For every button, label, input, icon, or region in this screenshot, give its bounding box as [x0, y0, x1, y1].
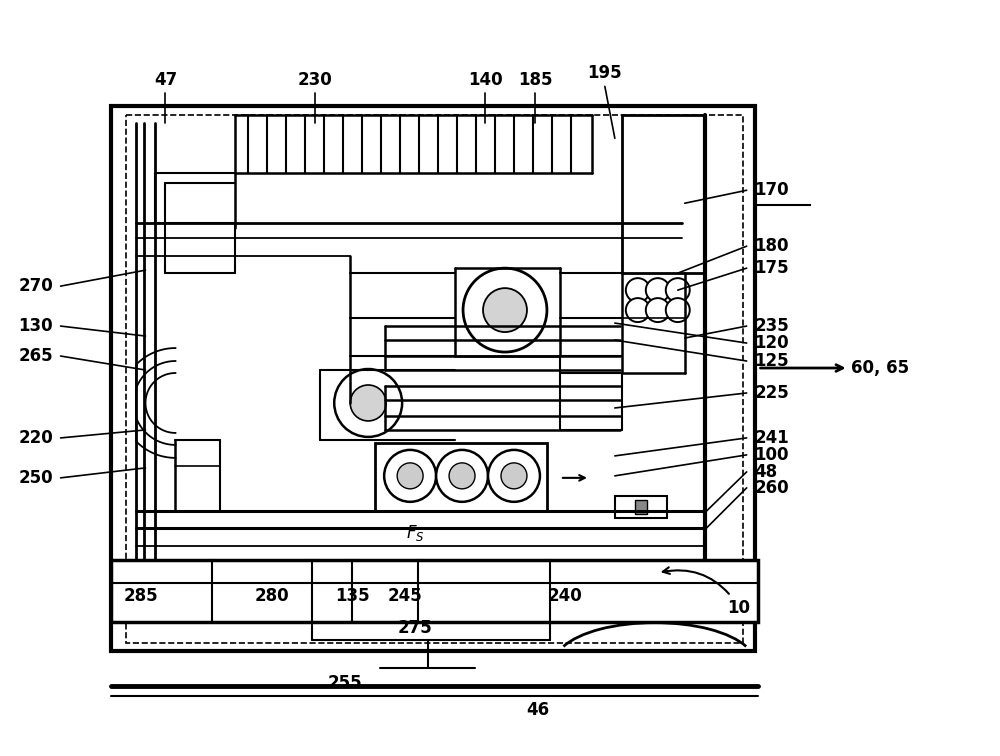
Text: 125: 125: [755, 352, 789, 370]
Text: $F_S$: $F_S$: [406, 523, 424, 543]
Text: 100: 100: [755, 446, 789, 464]
Text: 10: 10: [663, 567, 751, 617]
Circle shape: [626, 298, 650, 322]
Text: 240: 240: [548, 587, 582, 605]
Circle shape: [488, 450, 540, 502]
Text: 195: 195: [588, 64, 622, 82]
Text: 47: 47: [154, 71, 177, 89]
Circle shape: [483, 288, 527, 332]
Text: 130: 130: [19, 317, 53, 335]
Bar: [111, 107, 755, 651]
Bar: [635, 500, 647, 514]
Circle shape: [449, 463, 475, 489]
Text: 255: 255: [328, 674, 363, 692]
Text: 60, 65: 60, 65: [760, 359, 909, 377]
Text: 175: 175: [755, 259, 789, 277]
Circle shape: [436, 450, 488, 502]
Bar: [111, 559, 758, 621]
Text: 260: 260: [755, 479, 789, 497]
Circle shape: [646, 278, 670, 302]
Text: 180: 180: [755, 237, 789, 256]
Bar: [375, 443, 547, 511]
Bar: [126, 116, 743, 643]
Text: 46: 46: [526, 701, 550, 718]
Text: 250: 250: [19, 469, 53, 487]
Text: 220: 220: [19, 429, 53, 447]
Circle shape: [350, 385, 386, 421]
Text: 235: 235: [755, 317, 789, 335]
Text: 280: 280: [255, 587, 290, 605]
Circle shape: [646, 298, 670, 322]
Circle shape: [626, 278, 650, 302]
Text: 135: 135: [335, 587, 370, 605]
Text: 275: 275: [398, 618, 432, 637]
Text: 245: 245: [388, 587, 423, 605]
Text: 170: 170: [755, 181, 789, 200]
Circle shape: [501, 463, 527, 489]
Text: 225: 225: [755, 384, 789, 402]
Text: 140: 140: [468, 71, 502, 89]
Text: 270: 270: [19, 277, 53, 295]
Circle shape: [666, 298, 690, 322]
Text: 241: 241: [755, 429, 789, 447]
Text: 265: 265: [19, 347, 53, 365]
Circle shape: [334, 369, 402, 437]
Circle shape: [463, 268, 547, 352]
Bar: [615, 496, 667, 518]
Text: 185: 185: [518, 71, 552, 89]
Text: 230: 230: [298, 71, 333, 89]
Text: 120: 120: [755, 334, 789, 352]
Circle shape: [384, 450, 436, 502]
Text: 48: 48: [755, 463, 778, 481]
Circle shape: [666, 278, 690, 302]
Circle shape: [397, 463, 423, 489]
Text: 285: 285: [123, 587, 158, 605]
